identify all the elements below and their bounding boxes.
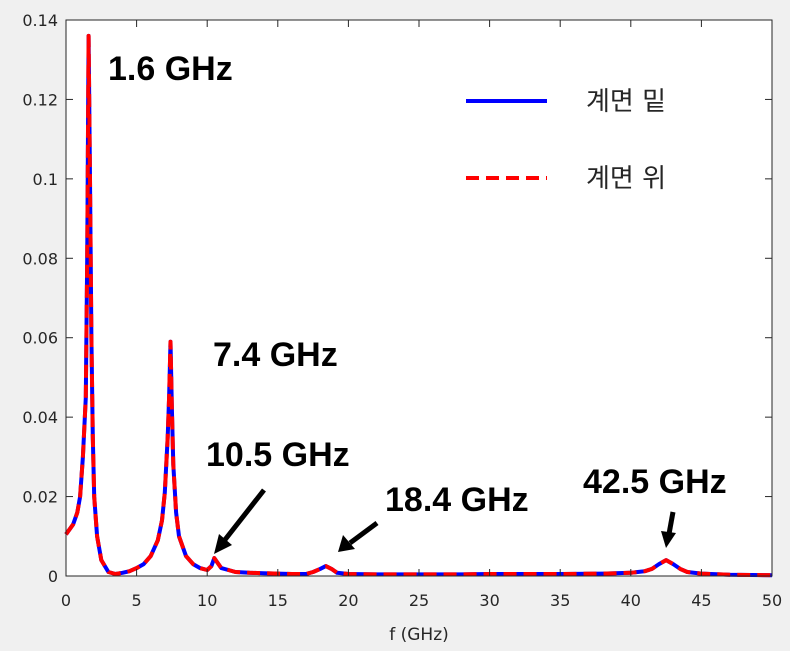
x-tick-label: 20 [338, 591, 358, 610]
arrow-10-5-ghz [222, 488, 266, 543]
y-tick-label: 0.04 [22, 408, 58, 427]
annotation-18-4-ghz: 18.4 GHz [385, 481, 529, 519]
x-tick-label: 50 [762, 591, 782, 610]
x-tick-label: 25 [409, 591, 429, 610]
x-tick-label: 35 [550, 591, 570, 610]
legend: 계면 밑 계면 위 [466, 87, 666, 194]
arrowhead-10-5-ghz [214, 534, 232, 554]
y-tick-label: 0.12 [22, 90, 58, 109]
series-layer [64, 33, 773, 578]
annotation-10-5-ghz: 10.5 GHz [206, 436, 350, 474]
y-tick-label: 0.1 [33, 170, 58, 189]
y-tick-label: 0.08 [22, 249, 58, 268]
y-tick-label: 0 [48, 567, 58, 586]
y-axis: 0 0.02 0.04 0.06 0.08 0.1 0.12 0.14 [22, 11, 772, 586]
annotation-1-6-ghz: 1.6 GHz [108, 50, 233, 88]
x-tick-label: 0 [61, 591, 71, 610]
annotation-42-5-ghz: 42.5 GHz [583, 463, 727, 501]
series-line-2 [64, 33, 773, 578]
legend-label-2: 계면 위 [586, 164, 666, 194]
arrowhead-18-4-ghz [338, 535, 355, 552]
legend-label-1: 계면 밑 [586, 87, 666, 117]
arrow-18-4-ghz [348, 520, 379, 546]
annotation-7-4-ghz: 7.4 GHz [213, 336, 338, 374]
arrow-42-5-ghz [666, 511, 676, 535]
x-tick-label: 45 [691, 591, 711, 610]
x-tick-label: 30 [479, 591, 499, 610]
x-tick-label: 15 [268, 591, 288, 610]
y-tick-label: 0.14 [22, 11, 58, 30]
arrowhead-42-5-ghz [661, 531, 676, 548]
x-axis: 0 5 10 15 20 25 30 35 40 45 50 [61, 20, 782, 610]
x-tick-label: 40 [621, 591, 641, 610]
annotation-arrows [214, 488, 676, 554]
plot-area [66, 20, 772, 576]
x-tick-label: 10 [197, 591, 217, 610]
x-tick-label: 5 [132, 591, 142, 610]
y-tick-label: 0.02 [22, 488, 58, 507]
x-axis-label: f (GHz) [389, 625, 449, 645]
y-tick-label: 0.06 [22, 329, 58, 348]
